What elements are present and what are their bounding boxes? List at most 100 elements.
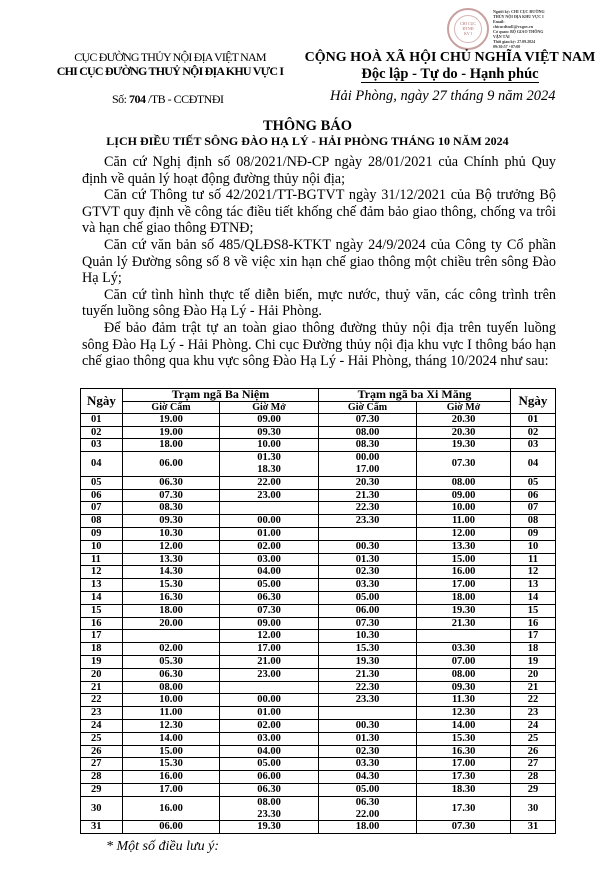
time-cell: 12.00 — [219, 629, 319, 644]
time-cell: 15.00 — [122, 744, 220, 759]
time-cell: 01.00 — [219, 526, 319, 541]
day-cell: 01 — [510, 412, 556, 427]
signature-line: 09:30:57 +07:00 — [493, 44, 521, 49]
day-cell: 26 — [80, 744, 123, 759]
day-cell: 02 — [510, 425, 556, 440]
day-cell: 31 — [510, 820, 556, 835]
time-cell: 18.30 — [416, 782, 511, 797]
time-cell: 03.30 — [318, 578, 417, 592]
time-cell: 16.30 — [122, 590, 220, 605]
signature-line: Thời gian ký: 27.09.2024 — [493, 39, 536, 44]
time-cell: 10.00 — [122, 693, 220, 708]
time-cell: 08.00 — [318, 425, 417, 440]
time-cell: 02.30 — [318, 565, 417, 580]
time-cell: 19.30 — [219, 820, 319, 835]
table-row: 29 17.00 06.30 05.00 18.30 29 — [80, 782, 556, 797]
notes-heading: * Một số điều lưu ý: — [106, 839, 220, 854]
time-cell: 17.00 — [416, 578, 511, 592]
time-cell: 08.00 — [416, 667, 511, 682]
paragraph: Căn cứ Nghị định số 08/2021/NĐ-CP ngày 2… — [82, 154, 556, 187]
time-cell: 17.00 — [219, 642, 319, 656]
time-cell: 23.30 — [318, 693, 417, 708]
time-cell: 00.00 17.00 — [318, 451, 417, 477]
time-value: 00.00 — [355, 452, 380, 464]
col-close-1: Giờ Cấm — [122, 400, 220, 414]
time-cell: 05.00 — [318, 590, 417, 605]
time-cell: 12.30 — [122, 718, 220, 733]
table-row: 22 10.00 00.00 23.30 11.30 22 — [80, 693, 556, 708]
time-cell: 07.30 — [416, 451, 511, 477]
time-cell: 17.00 — [416, 757, 511, 772]
table-row: 24 12.30 02.00 00.30 14.00 24 — [80, 718, 556, 733]
day-cell: 19 — [510, 654, 556, 669]
time-cell: 06.30 — [122, 475, 220, 490]
table-row: 28 16.00 06.00 04.30 17.30 28 — [80, 770, 556, 784]
time-value: 06.30 — [355, 796, 380, 808]
time-cell: 07.30 — [318, 412, 417, 427]
document-date: Hải Phòng, ngày 27 tháng 9 năm 2024 — [330, 88, 556, 104]
day-cell: 15 — [80, 603, 123, 618]
time-cell: 15.30 — [122, 578, 220, 592]
number-prefix: Số: — [112, 92, 127, 106]
day-cell: 06 — [510, 488, 556, 503]
station-ba-niem: Trạm ngã Ba Niệm — [122, 388, 319, 402]
table-row: 17 12.00 10.30 17 — [80, 629, 556, 644]
table-row: 15 18.00 07.30 06.00 19.30 15 — [80, 603, 556, 618]
table-row: 16 20.00 09.00 07.30 21.30 16 — [80, 616, 556, 631]
table-row: 20 06.30 23.00 21.30 08.00 20 — [80, 667, 556, 682]
day-cell: 07 — [510, 501, 556, 516]
table-row: 23 11.00 01.00 12.30 23 — [80, 706, 556, 720]
time-cell: 11.00 — [122, 706, 220, 720]
time-cell: 09.00 — [219, 616, 319, 631]
time-cell: 18.00 — [318, 820, 417, 835]
time-cell: 03.00 — [219, 552, 319, 567]
time-cell: 07.00 — [416, 654, 511, 669]
table-row: 04 06.00 01.30 18.30 00.00 17.00 07.30 04 — [80, 451, 556, 477]
day-cell: 21 — [80, 680, 123, 695]
time-cell: 13.30 — [416, 539, 511, 554]
day-cell: 03 — [80, 438, 123, 453]
time-cell: 10.00 — [219, 438, 319, 453]
time-cell: 20.30 — [416, 412, 511, 427]
time-cell: 15.30 — [318, 642, 417, 656]
signature-line: VẬN TẢI — [493, 34, 510, 39]
time-cell: 19.30 — [416, 603, 511, 618]
table-row: 31 06.00 19.30 18.00 07.30 31 — [80, 820, 556, 835]
day-cell: 10 — [510, 539, 556, 554]
day-cell: 26 — [510, 744, 556, 759]
table-row: 10 12.00 02.00 00.30 13.30 10 — [80, 539, 556, 554]
col-day: Ngày — [80, 388, 123, 414]
day-cell: 16 — [510, 616, 556, 631]
signature-line: Cơ quan: BỘ GIAO THÔNG — [493, 29, 544, 34]
document-title: THÔNG BÁO — [262, 118, 353, 134]
time-cell: 11.00 — [416, 514, 511, 528]
time-cell: 09.30 — [122, 514, 220, 528]
day-cell: 17 — [510, 629, 556, 644]
time-cell: 20.30 — [416, 425, 511, 440]
time-cell: 05.30 — [122, 654, 220, 669]
table-row: 18 02.00 17.00 15.30 03.30 18 — [80, 642, 556, 656]
table-row: 11 13.30 03.00 01.30 15.00 11 — [80, 552, 556, 567]
time-cell: 08.00 — [416, 475, 511, 490]
day-cell: 09 — [510, 526, 556, 541]
time-cell: 02.30 — [318, 744, 417, 759]
table-row: 01 19.00 09.00 07.30 20.30 01 — [80, 412, 556, 427]
day-cell: 28 — [80, 770, 123, 784]
time-cell — [219, 680, 319, 695]
time-cell: 06.30 — [219, 782, 319, 797]
table-row: 27 15.30 05.00 03.30 17.00 27 — [80, 757, 556, 772]
day-cell: 29 — [80, 782, 123, 797]
day-cell: 21 — [510, 680, 556, 695]
day-cell: 04 — [80, 451, 123, 477]
day-cell: 20 — [80, 667, 123, 682]
time-cell: 14.00 — [122, 731, 220, 746]
table-row: 30 16.00 08.00 23.30 06.30 22.00 17.30 30 — [80, 795, 556, 822]
time-cell: 16.00 — [122, 770, 220, 784]
time-cell: 06.30 — [122, 667, 220, 682]
time-cell: 02.00 — [219, 539, 319, 554]
document-subtitle: LỊCH ĐIỀU TIẾT SÔNG ĐÀO HẠ LÝ - HẢI PHÒN… — [106, 134, 509, 148]
time-cell: 07.30 — [219, 603, 319, 618]
time-cell: 23.00 — [219, 667, 319, 682]
time-cell: 07.30 — [122, 488, 220, 503]
time-cell: 07.30 — [318, 616, 417, 631]
